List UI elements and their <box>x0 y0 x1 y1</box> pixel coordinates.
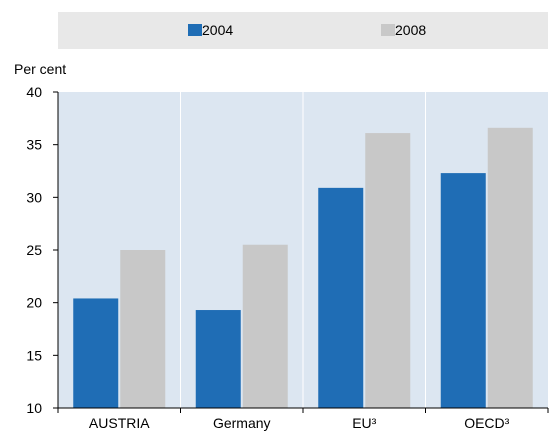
bar-2004-0 <box>73 298 119 408</box>
bar-2004-3 <box>440 173 486 408</box>
y-tick-label: 20 <box>26 295 42 311</box>
legend-item-2004: 2004 <box>188 22 233 38</box>
bar-2008-1 <box>242 244 288 408</box>
bar-2008-3 <box>487 127 533 409</box>
y-tick-label: 30 <box>26 189 42 205</box>
legend-label-2008: 2008 <box>395 22 427 38</box>
x-tick-label: Germany <box>213 415 271 431</box>
legend-swatch-2008 <box>381 24 395 36</box>
y-tick-label: 15 <box>26 347 42 363</box>
y-tick-label: 10 <box>26 400 42 416</box>
bar-2004-2 <box>318 187 364 408</box>
legend-item-2008: 2008 <box>381 22 426 38</box>
y-tick-label: 40 <box>26 84 42 100</box>
y-tick-label: 25 <box>26 242 42 258</box>
legend-label-2004: 2004 <box>202 22 234 38</box>
bar-2008-2 <box>365 133 411 408</box>
x-tick-label: EU³ <box>352 415 376 431</box>
y-tick-label: 35 <box>26 137 42 153</box>
legend-swatch-2004 <box>188 24 202 36</box>
y-axis-label: Per cent <box>14 61 67 77</box>
legend: 2004 2008 <box>58 12 548 49</box>
bar-2004-1 <box>195 310 241 408</box>
x-tick-label: AUSTRIA <box>89 415 150 431</box>
x-tick-label: OECD³ <box>464 415 509 431</box>
bar-2008-0 <box>120 250 166 408</box>
